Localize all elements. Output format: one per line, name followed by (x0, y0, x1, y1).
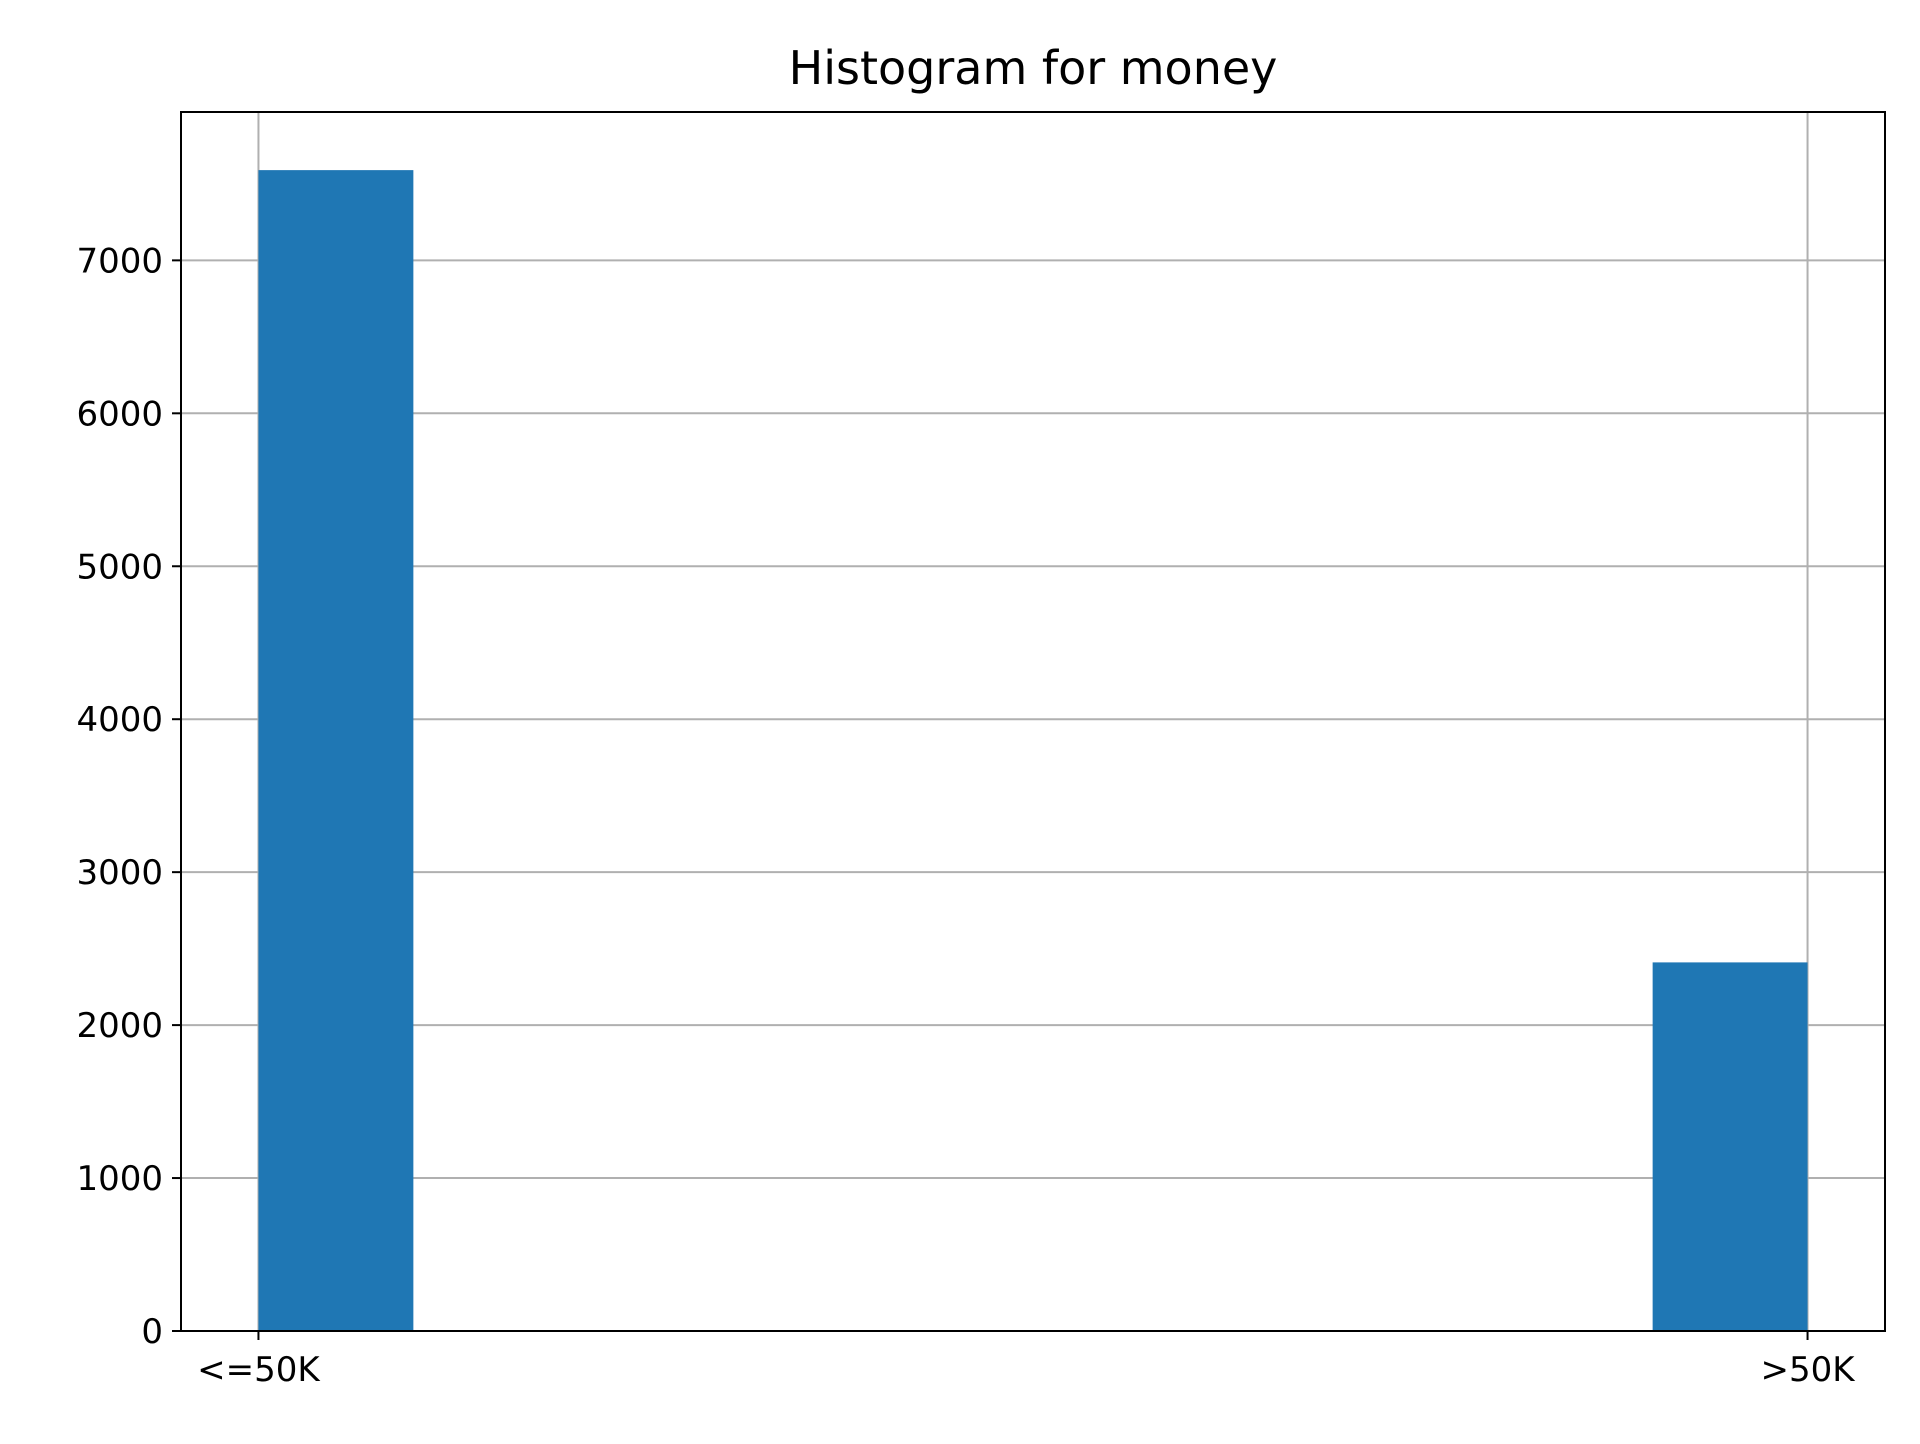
y-tick-label: 6000 (76, 394, 163, 434)
y-tick-label: 0 (141, 1312, 163, 1352)
axes-frame (180, 111, 1886, 1332)
bars (258, 170, 1808, 1331)
grid-lines (181, 112, 1885, 1332)
y-tick-label: 5000 (76, 547, 163, 587)
y-tick-label: 4000 (76, 700, 163, 740)
y-tick-label: 1000 (76, 1159, 163, 1199)
bar-1 (1652, 962, 1808, 1331)
chart-title: Histogram for money (789, 41, 1278, 95)
axes (180, 111, 1886, 1332)
y-tick-label: 3000 (76, 853, 163, 893)
y-tick-label: 7000 (76, 241, 163, 281)
x-tick-label: >50K (1761, 1350, 1857, 1390)
bar-0 (258, 170, 414, 1331)
y-tick-label: 2000 (76, 1006, 163, 1046)
ticks: 0 1000 2000 3000 4000 5000 6000 7000 <=50K >50K (76, 241, 1856, 1390)
x-tick-label: <=50K (197, 1350, 321, 1390)
